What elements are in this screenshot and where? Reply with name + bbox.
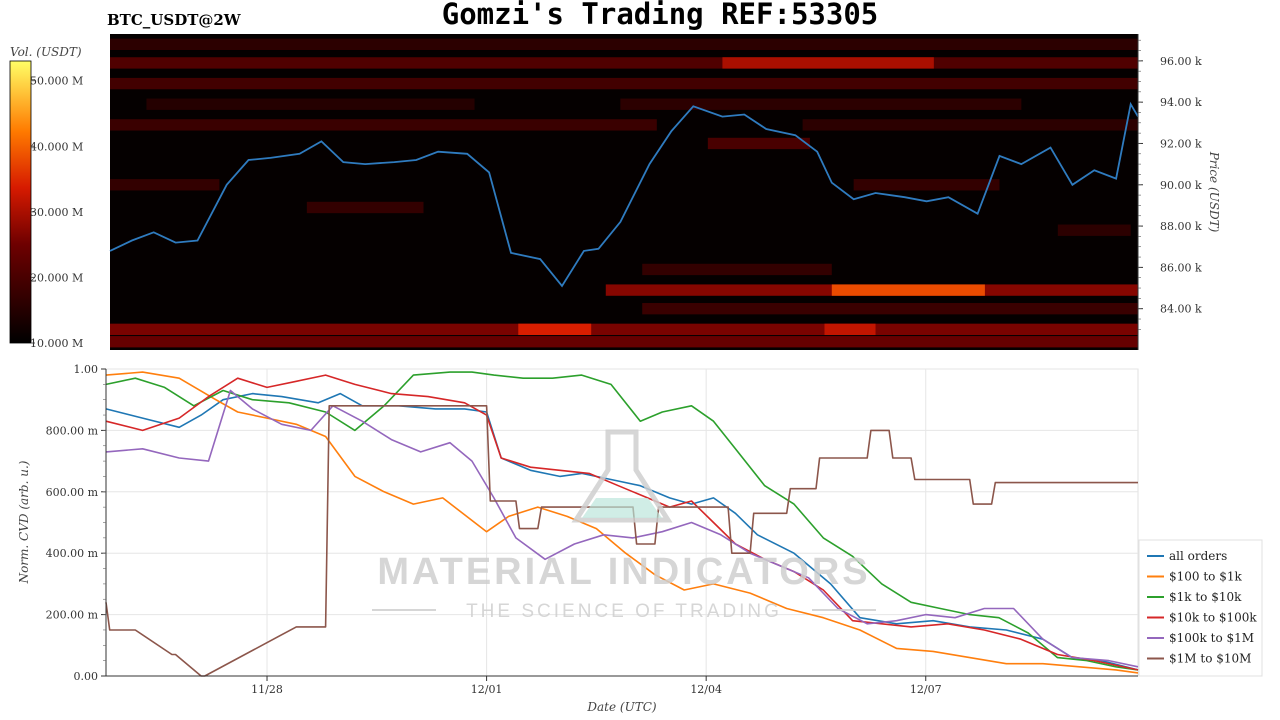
chart-title: Gomzi's Trading REF:53305 (442, 0, 879, 31)
liquidity-band (110, 119, 657, 131)
liquidity-band (853, 179, 1000, 191)
watermark-brand: MATERIAL INDICATORS (377, 551, 870, 593)
liquidity-band (642, 303, 1138, 315)
liquidity-band (110, 77, 1138, 90)
liquidity-band (110, 323, 1138, 336)
cvd-series-line (105, 371, 1139, 674)
cvd-y-tick-label: 0.00 (74, 670, 99, 683)
cvd-line-chart: 1.00 800.00 m 600.00 m 400.00 m 200.00 m 0.00… (17, 363, 1139, 714)
liquidity-band (831, 284, 985, 296)
watermark-tagline: THE SCIENCE OF TRADING (466, 601, 782, 622)
colorbar-tick-label: 40.000 M (30, 140, 83, 153)
price-tick-label: 90.00 k (1160, 179, 1202, 192)
colorbar-tick-label: 20.000 M (30, 271, 83, 284)
liquidity-band (707, 137, 810, 150)
flask-icon (571, 429, 673, 523)
orderbook-heatmap: 96.00 k 94.00 k 92.00 k 90.00 k 88.00 k 86.00… (109, 34, 1221, 350)
cvd-series-line (105, 389, 1139, 668)
liquidity-band (110, 336, 1138, 348)
legend-entry: $1M to $10M (1169, 652, 1251, 666)
cvd-x-tick-label: 11/28 (251, 683, 283, 696)
legend-entry: $100k to $1M (1169, 631, 1254, 645)
colorbar (9, 60, 32, 344)
liquidity-band (146, 98, 475, 110)
price-line (109, 101, 1139, 288)
liquidity-band (722, 57, 934, 69)
price-axis-label: Price (USDT) (1207, 151, 1221, 233)
cvd-x-tick-label: 12/04 (690, 683, 722, 696)
colorbar-tick-label: 10.000 M (30, 337, 83, 350)
price-tick-label: 94.00 k (1160, 96, 1202, 109)
colorbar-tick-label: 50.000 M (30, 75, 83, 88)
price-tick-label: 96.00 k (1160, 55, 1202, 68)
legend-entry: $100 to $1k (1169, 570, 1242, 584)
legend-box (1138, 539, 1263, 677)
colorbar-label: Vol. (USDT) (10, 45, 82, 59)
watermark: MATERIAL INDICATORS THE SCIENCE OF TRADI… (372, 429, 876, 622)
legend-entry: $10k to $100k (1169, 611, 1257, 625)
cvd-x-axis-label: Date (UTC) (586, 700, 656, 714)
cvd-series-line (105, 371, 1139, 671)
cvd-y-tick-label: 800.00 m (46, 424, 99, 437)
legend: all orders $100 to $1k $1k to $10k $10k to … (1138, 539, 1263, 677)
price-tick-label: 86.00 k (1160, 261, 1202, 274)
liquidity-band (642, 263, 832, 276)
legend-entry: all orders (1169, 549, 1227, 563)
cvd-y-tick-label: 200.00 m (46, 609, 99, 622)
liquidity-band (306, 201, 424, 214)
liquidity-band (110, 38, 1138, 51)
cvd-y-tick-label: 400.00 m (46, 547, 99, 560)
cvd-y-axis-label: Norm. CVD (arb. u.) (17, 460, 31, 584)
price-tick-label: 88.00 k (1160, 220, 1202, 233)
liquidity-band (1057, 224, 1131, 236)
cvd-y-tick-label: 1.00 (74, 363, 99, 376)
liquidity-band (110, 57, 1138, 69)
price-tick-label: 92.00 k (1160, 137, 1202, 150)
price-tick-label: 84.00 k (1160, 303, 1202, 316)
liquidity-band (824, 323, 876, 336)
colorbar-tick-label: 30.000 M (30, 206, 83, 219)
cvd-y-tick-label: 600.00 m (46, 486, 99, 499)
legend-entry: $1k to $10k (1169, 590, 1242, 604)
cvd-series-line (105, 374, 1139, 671)
cvd-x-tick-label: 12/07 (910, 683, 942, 696)
liquidity-band (110, 179, 220, 191)
liquidity-band (802, 119, 1138, 131)
liquidity-band (620, 98, 1022, 110)
cvd-x-tick-label: 12/01 (471, 683, 503, 696)
liquidity-band (518, 323, 592, 336)
symbol-label: BTC_USDT@2W (107, 11, 242, 29)
cvd-series-line (105, 405, 1138, 677)
